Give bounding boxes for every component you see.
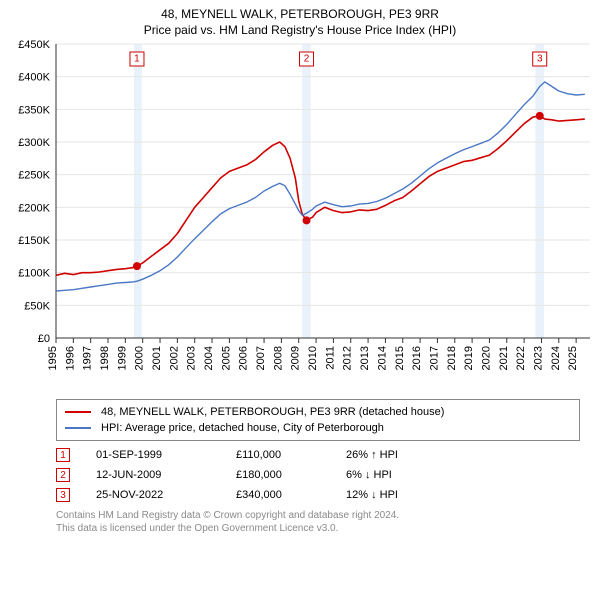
- title-line-1: 48, MEYNELL WALK, PETERBOROUGH, PE3 9RR: [0, 6, 600, 22]
- event-row: 3 25-NOV-2022 £340,000 12% ↓ HPI: [56, 485, 580, 505]
- svg-text:2000: 2000: [134, 346, 146, 370]
- svg-text:2: 2: [304, 54, 310, 65]
- svg-text:1997: 1997: [82, 346, 94, 370]
- legend-row-price-paid: 48, MEYNELL WALK, PETERBOROUGH, PE3 9RR …: [65, 404, 571, 420]
- chart-title-block: 48, MEYNELL WALK, PETERBOROUGH, PE3 9RR …: [0, 0, 600, 38]
- event-date: 12-JUN-2009: [96, 469, 236, 481]
- legend-label-price-paid: 48, MEYNELL WALK, PETERBOROUGH, PE3 9RR …: [101, 404, 444, 420]
- svg-text:£350K: £350K: [18, 104, 50, 116]
- event-row: 2 12-JUN-2009 £180,000 6% ↓ HPI: [56, 465, 580, 485]
- svg-text:£150K: £150K: [18, 235, 50, 247]
- svg-text:2015: 2015: [394, 346, 406, 370]
- legend-label-hpi: HPI: Average price, detached house, City…: [101, 420, 384, 436]
- footer-line-2: This data is licensed under the Open Gov…: [56, 522, 580, 535]
- svg-text:2014: 2014: [376, 346, 388, 370]
- svg-text:1996: 1996: [64, 346, 76, 370]
- event-table: 1 01-SEP-1999 £110,000 26% ↑ HPI 2 12-JU…: [56, 445, 580, 505]
- event-delta: 6% ↓ HPI: [346, 469, 466, 481]
- svg-text:2004: 2004: [203, 346, 215, 370]
- event-marker-icon: 1: [56, 448, 70, 462]
- event-price: £180,000: [236, 469, 346, 481]
- event-price: £340,000: [236, 489, 346, 501]
- title-line-2: Price paid vs. HM Land Registry's House …: [0, 22, 600, 38]
- svg-text:2011: 2011: [324, 346, 336, 370]
- svg-text:2020: 2020: [480, 346, 492, 370]
- event-delta: 12% ↓ HPI: [346, 489, 466, 501]
- svg-text:2024: 2024: [550, 346, 562, 370]
- legend: 48, MEYNELL WALK, PETERBOROUGH, PE3 9RR …: [56, 399, 580, 441]
- event-delta: 26% ↑ HPI: [346, 449, 466, 461]
- line-chart: £0 £50K £100K £150K £200K £250K £300K £350K £400…: [0, 38, 600, 393]
- svg-text:£450K: £450K: [18, 39, 50, 51]
- svg-text:2025: 2025: [567, 346, 579, 370]
- svg-text:2013: 2013: [359, 346, 371, 370]
- attribution-footer: Contains HM Land Registry data © Crown c…: [56, 509, 580, 535]
- event-date: 01-SEP-1999: [96, 449, 236, 461]
- svg-text:2009: 2009: [290, 346, 302, 370]
- svg-text:2005: 2005: [220, 346, 232, 370]
- svg-text:2019: 2019: [463, 346, 475, 370]
- svg-text:£100K: £100K: [18, 268, 50, 280]
- svg-text:2006: 2006: [238, 346, 250, 370]
- svg-text:2007: 2007: [255, 346, 267, 370]
- event-date: 25-NOV-2022: [96, 489, 236, 501]
- svg-text:£400K: £400K: [18, 72, 50, 84]
- footer-line-1: Contains HM Land Registry data © Crown c…: [56, 509, 580, 522]
- svg-text:2018: 2018: [446, 346, 458, 370]
- event-marker-icon: 3: [56, 488, 70, 502]
- event-marker-icon: 2: [56, 468, 70, 482]
- svg-text:1999: 1999: [116, 346, 128, 370]
- legend-row-hpi: HPI: Average price, detached house, City…: [65, 420, 571, 436]
- svg-text:2002: 2002: [168, 346, 180, 370]
- svg-text:2023: 2023: [532, 346, 544, 370]
- svg-text:2016: 2016: [411, 346, 423, 370]
- svg-text:1: 1: [134, 54, 140, 65]
- svg-text:2017: 2017: [428, 346, 440, 370]
- event-price: £110,000: [236, 449, 346, 461]
- event-row: 1 01-SEP-1999 £110,000 26% ↑ HPI: [56, 445, 580, 465]
- svg-text:2021: 2021: [498, 346, 510, 370]
- svg-text:2022: 2022: [515, 346, 527, 370]
- svg-text:3: 3: [537, 54, 543, 65]
- svg-text:£0: £0: [38, 333, 50, 345]
- svg-text:2012: 2012: [342, 346, 354, 370]
- legend-swatch-hpi: [65, 427, 91, 429]
- svg-text:£250K: £250K: [18, 170, 50, 182]
- svg-text:£300K: £300K: [18, 137, 50, 149]
- svg-text:£200K: £200K: [18, 202, 50, 214]
- svg-text:£50K: £50K: [24, 300, 50, 312]
- svg-text:2001: 2001: [151, 346, 163, 370]
- chart-area: £0 £50K £100K £150K £200K £250K £300K £350K £400…: [0, 38, 600, 393]
- svg-text:2008: 2008: [272, 346, 284, 370]
- svg-text:1995: 1995: [47, 346, 59, 370]
- svg-text:1998: 1998: [99, 346, 111, 370]
- legend-swatch-price-paid: [65, 411, 91, 413]
- svg-text:2010: 2010: [307, 346, 319, 370]
- svg-text:2003: 2003: [186, 346, 198, 370]
